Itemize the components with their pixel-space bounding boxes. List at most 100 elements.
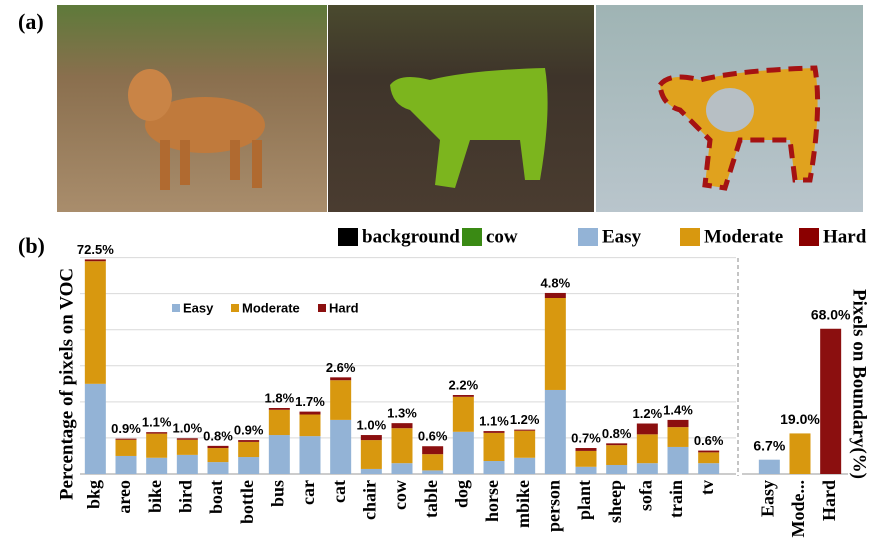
bar-segment (360, 435, 382, 441)
bar-segment (207, 448, 229, 463)
bar-segment (176, 454, 198, 474)
legend-swatch (318, 304, 326, 312)
bar-segment (360, 468, 382, 474)
bar-segment (330, 377, 352, 381)
bar-segment (238, 441, 260, 458)
bar-segment (483, 431, 505, 433)
legend-swatch (578, 228, 598, 246)
bar-segment (176, 438, 198, 440)
share-label: 0.8% (203, 428, 233, 443)
bar-segment (268, 408, 290, 410)
bar-segment (299, 414, 321, 437)
x-tick-label: train (666, 480, 686, 518)
value-label: 19.0% (780, 411, 820, 427)
bar-segment (483, 432, 505, 462)
share-label: 2.2% (449, 377, 479, 392)
x-tick-label: cow (390, 480, 410, 510)
x-tick-label: chair (359, 480, 379, 520)
bar-segment (268, 409, 290, 436)
bar-segment (636, 434, 658, 464)
share-label: 72.5% (77, 242, 114, 257)
share-label: 1.3% (387, 406, 417, 421)
share-label: 1.0% (357, 417, 387, 432)
bar-segment (391, 463, 413, 474)
bar-segment (575, 448, 597, 451)
share-label: 1.4% (663, 402, 693, 417)
share-label: 0.7% (571, 430, 601, 445)
bar-segment (207, 445, 229, 449)
x-tick-label: bus (267, 480, 287, 507)
legend-label: Moderate (242, 300, 300, 315)
value-label: 6.7% (753, 437, 785, 453)
share-label: 2.6% (326, 360, 356, 375)
bar-segment (238, 440, 260, 442)
bar-segment (698, 450, 720, 453)
bar-segment (84, 383, 106, 474)
bar-segment (330, 419, 352, 474)
legend-swatch (231, 304, 239, 312)
y-axis-label: Percentage of pixels on VOC (56, 268, 77, 500)
share-label: 0.9% (111, 421, 141, 436)
bar-segment (391, 423, 413, 429)
bar-segment (84, 259, 106, 262)
bar-segment (667, 446, 689, 474)
x-tick-label: bottle (237, 480, 257, 524)
bar-segment (636, 463, 658, 474)
x-tick-label: sheep (605, 480, 625, 523)
x-tick-label: horse (482, 480, 502, 522)
bar-segment (146, 457, 168, 474)
legend-label: Easy (602, 226, 642, 247)
panel-label: (a) (18, 9, 44, 34)
bar-segment (544, 292, 566, 298)
bar-segment (422, 446, 444, 455)
x-tick-label: sofa (635, 480, 655, 511)
legend-label: Easy (183, 300, 214, 315)
panel-label: (b) (18, 233, 45, 258)
x-tick-label: car (298, 480, 318, 505)
share-label: 1.2% (633, 406, 663, 421)
x-tick-label: bird (175, 480, 195, 513)
bar-segment (115, 438, 137, 440)
legend-label: Moderate (704, 226, 783, 247)
x-tick-label: person (543, 480, 563, 532)
x-tick-label: areo (114, 480, 134, 514)
x-tick-label: plant (574, 480, 594, 520)
x-tick-label: tv (697, 480, 717, 495)
legend-swatch (680, 228, 700, 246)
bar-segment (115, 455, 137, 474)
bar-segment (483, 461, 505, 474)
photo-original (57, 5, 327, 212)
share-label: 0.6% (418, 429, 448, 444)
bar-segment (452, 431, 474, 474)
bar-segment (698, 463, 720, 474)
bar-segment (84, 261, 106, 384)
bar-segment (115, 439, 137, 456)
legend-swatch (799, 228, 819, 246)
bar-segment (207, 462, 229, 474)
x-tick-label: boat (206, 480, 226, 514)
share-label: 0.6% (694, 433, 724, 448)
bar-segment (667, 419, 689, 428)
bar (758, 459, 780, 474)
share-label: 1.1% (479, 414, 509, 429)
x-tick-label: mbike (513, 480, 533, 528)
legend-label: cow (486, 226, 518, 247)
value-label: 68.0% (811, 306, 851, 322)
bar (820, 328, 842, 474)
legend-label: Hard (823, 226, 867, 247)
bar-segment (268, 435, 290, 474)
share-label: 4.8% (541, 275, 571, 290)
x-tick-label: cat (329, 480, 349, 503)
x-tick-label: Hard (819, 480, 839, 521)
bar-segment (698, 452, 720, 464)
bar-segment (176, 439, 198, 455)
legend-swatch (338, 228, 358, 246)
bar-segment (391, 428, 413, 464)
bar-segment (238, 457, 260, 474)
bar-segment (330, 380, 352, 420)
bar-segment (422, 454, 444, 471)
x-tick-label: Mode... (788, 480, 808, 538)
photo-segmentation (328, 5, 594, 212)
share-label: 1.0% (173, 421, 203, 436)
